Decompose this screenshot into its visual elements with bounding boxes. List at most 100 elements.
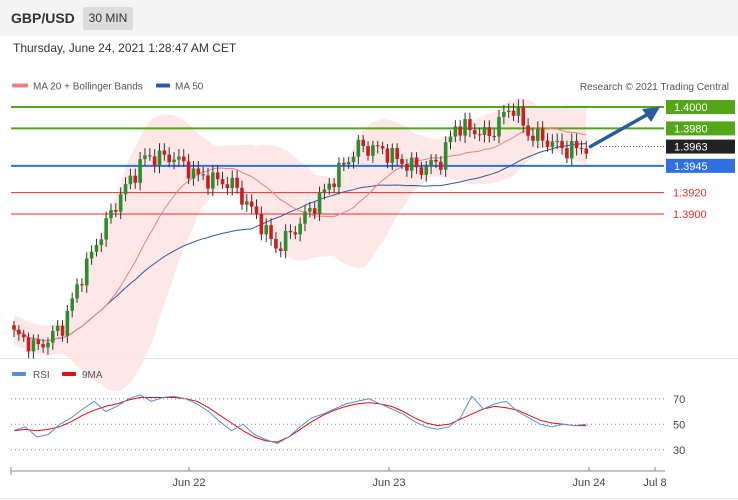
candle-body	[99, 239, 104, 246]
candle-body	[468, 119, 472, 131]
candle-body	[167, 154, 171, 163]
candle-body	[463, 119, 467, 136]
candle-body	[308, 208, 312, 212]
rsi-legend: RSI 9MA	[12, 370, 103, 381]
candle-body	[434, 159, 438, 162]
candle-body	[545, 140, 550, 148]
candle-body	[555, 140, 559, 142]
legend-rsi-label: RSI	[33, 370, 50, 381]
copyright-label: Research © 2021 Trading Central	[580, 82, 729, 93]
candle-body	[220, 179, 225, 185]
candle-body	[114, 210, 118, 212]
candle-body	[579, 148, 584, 150]
candle-body	[516, 106, 521, 116]
candle-body	[55, 325, 60, 331]
candle-body	[26, 337, 31, 352]
candle-body	[172, 159, 176, 163]
bottom-divider	[0, 498, 738, 499]
forecast-arrow-head	[642, 107, 660, 122]
candle-body	[245, 201, 249, 205]
candle-body	[177, 156, 181, 160]
candle-body	[254, 206, 259, 214]
candle-body	[317, 192, 322, 214]
candle-body	[569, 140, 574, 159]
candle-body	[240, 187, 244, 205]
current-price-label: 1.3963	[674, 142, 708, 154]
candle-body	[264, 225, 268, 235]
candle-body	[429, 159, 433, 167]
candle-body	[521, 106, 526, 126]
candle-body	[196, 168, 201, 175]
timeframe-button[interactable]: 30 MIN	[83, 7, 133, 30]
time-tick-label: Jun 24	[572, 477, 605, 489]
candle-body	[448, 136, 453, 143]
candle-body	[477, 134, 482, 136]
candle-body	[162, 150, 167, 155]
candle-body	[104, 218, 108, 240]
time-axis: Jun 22 Jun 23 Jun 24 Jul 8	[10, 467, 667, 489]
candle-body	[424, 166, 429, 175]
legend-9ma-swatch	[62, 372, 76, 376]
candle-body	[31, 339, 36, 352]
rsi-tick-label: 70	[673, 394, 685, 406]
candle-body	[472, 130, 477, 135]
candle-body	[560, 140, 564, 149]
ma50-line	[13, 143, 587, 342]
legend-ma50-label: MA 50	[175, 82, 204, 93]
candle-body	[133, 175, 138, 183]
candle-body	[361, 139, 365, 146]
candle-body	[332, 183, 336, 188]
candle-body	[17, 329, 21, 335]
candle-body	[148, 155, 152, 157]
candle-body	[395, 148, 399, 160]
candle-body	[206, 175, 210, 189]
candle-body	[400, 159, 404, 164]
candle-body	[511, 110, 516, 116]
bollinger-band	[14, 97, 587, 391]
candle-body	[405, 163, 409, 171]
candle-body	[21, 334, 26, 338]
candle-body	[414, 157, 419, 168]
candle-body	[390, 148, 395, 163]
candle-body	[181, 156, 186, 162]
candle-body	[385, 148, 390, 163]
candle-body	[211, 172, 215, 189]
candle-body	[351, 156, 356, 163]
pivot-label-3: 1.3945	[674, 161, 708, 173]
candle-body	[70, 298, 74, 311]
candle-body	[540, 128, 545, 141]
candle-body	[65, 310, 70, 336]
candle-body	[12, 325, 16, 330]
candle-body	[230, 177, 235, 189]
resistance-label-1: 1.3980	[674, 123, 708, 135]
candle-body	[278, 248, 283, 252]
candle-body	[439, 161, 443, 170]
candle-body	[84, 258, 89, 286]
candle-body	[157, 150, 162, 166]
rsi-tick-label: 50	[673, 419, 685, 431]
candle-body	[487, 127, 492, 137]
candle-body	[419, 167, 424, 175]
support-label-4: 1.3920	[673, 188, 707, 200]
candle-body	[118, 194, 123, 212]
candle-body	[89, 251, 94, 259]
candle-body	[536, 128, 540, 141]
candle-body	[235, 177, 239, 188]
candle-body	[283, 230, 288, 252]
candle-body	[458, 126, 462, 136]
candle-body	[492, 136, 496, 138]
time-tick-label: Jun 22	[172, 477, 205, 489]
legend-ma50-swatch	[156, 83, 170, 88]
candle-body	[225, 184, 230, 189]
candle-body	[342, 162, 346, 165]
candle-body	[269, 225, 273, 239]
candle-body	[138, 159, 142, 183]
candle-body	[80, 284, 84, 286]
rsi-line	[13, 394, 587, 444]
candle-body	[565, 148, 569, 159]
forecast-arrow	[588, 107, 660, 149]
rsi-9ma-line	[13, 397, 587, 443]
candle-body	[574, 140, 579, 149]
candle-body	[36, 339, 41, 345]
